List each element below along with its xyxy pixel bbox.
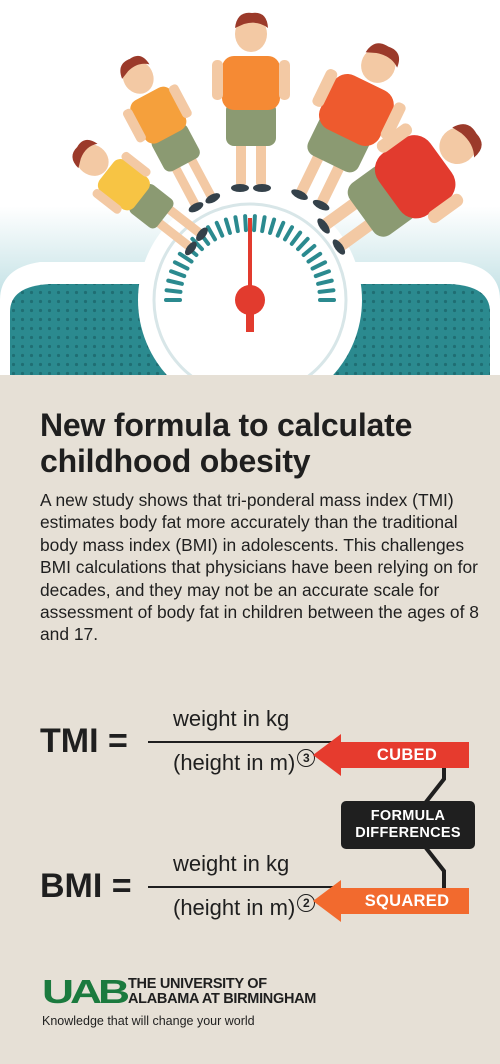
tmi-exponent: 3 [297,749,316,767]
dial-tick [172,260,190,271]
dial-tick [289,230,303,246]
content-panel: New formula to calculate childhood obesi… [0,375,500,1064]
university-name: THE UNIVERSITY OF ALABAMA AT BIRMINGHAM [128,977,316,1006]
dial-tick [296,236,310,252]
tmi-denominator-text: (height in m) [173,750,296,775]
tmi-denominator: (height in m) 3 [173,749,316,776]
dial-tick [316,278,334,286]
bmi-denominator-text: (height in m) [173,895,296,920]
badge-line-2: DIFFERENCES [355,825,461,841]
dial-tick [243,214,248,233]
bmi-exponent: 2 [297,894,316,912]
dial-tick [283,225,294,242]
dial-tick [177,251,194,264]
dial-tick [206,225,217,242]
squared-arrow: SQUARED [313,880,473,922]
scale-dial [138,188,362,375]
formula-differences-badge: FORMULA DIFFERENCES [341,801,475,849]
dial-tick [252,214,257,233]
bmi-label: BMI = [40,867,132,905]
dial-tick [214,220,225,238]
kid-yellow-shirt [72,139,208,256]
dial-tick [313,269,331,279]
university-line-2: ALABAMA AT BIRMINGHAM [128,990,317,1007]
scale-illustration [0,0,500,375]
dial-tick [190,236,204,252]
dial-tick [301,244,317,258]
dial-tick [164,288,183,294]
tmi-numerator: weight in kg [173,706,290,731]
kid-red-orange-shirt [291,43,406,211]
dial-tick [169,269,187,279]
headline: New formula to calculate childhood obesi… [40,407,413,479]
bmi-numerator: weight in kg [173,851,290,876]
kid-red-shirt [317,123,482,255]
squared-label: SQUARED [364,892,450,910]
cubed-arrow: CUBED [313,734,473,776]
dial-tick [310,260,328,271]
bmi-denominator: (height in m) 2 [173,894,316,921]
dial-tick [275,220,286,238]
study-description: A new study shows that tri-ponderal mass… [40,490,479,645]
bmi-formula: BMI = weight in kg (height in m) 2 [40,845,500,955]
arrow-left-icon [313,734,469,776]
uab-logo-text: UAB [42,976,128,1006]
dial-tick [260,215,267,234]
bmi-fraction-bar [148,886,341,888]
tmi-formula: TMI = weight in kg (height in m) 3 [40,700,500,810]
kid-center-orange-shirt [212,12,290,192]
uab-logo-icon: UAB [42,976,128,1006]
arrow-left-icon [313,880,469,922]
kid-orange-shirt [120,55,221,213]
dial-tick [317,288,336,294]
uab-footer: UAB THE UNIVERSITY OF ALABAMA AT BIRMING… [42,976,462,1036]
tmi-label: TMI = [40,722,128,760]
tagline: Knowledge that will change your world [42,1014,255,1028]
university-line-1: THE UNIVERSITY OF [128,976,267,992]
tmi-fraction-bar [148,741,341,743]
dial-tick [166,278,184,286]
dial-tick [306,251,323,264]
badge-line-1: FORMULA [370,808,446,824]
dial-tick [268,217,277,235]
dial-tick [223,217,232,235]
cubed-label: CUBED [376,746,438,764]
dial-tick [233,215,240,234]
